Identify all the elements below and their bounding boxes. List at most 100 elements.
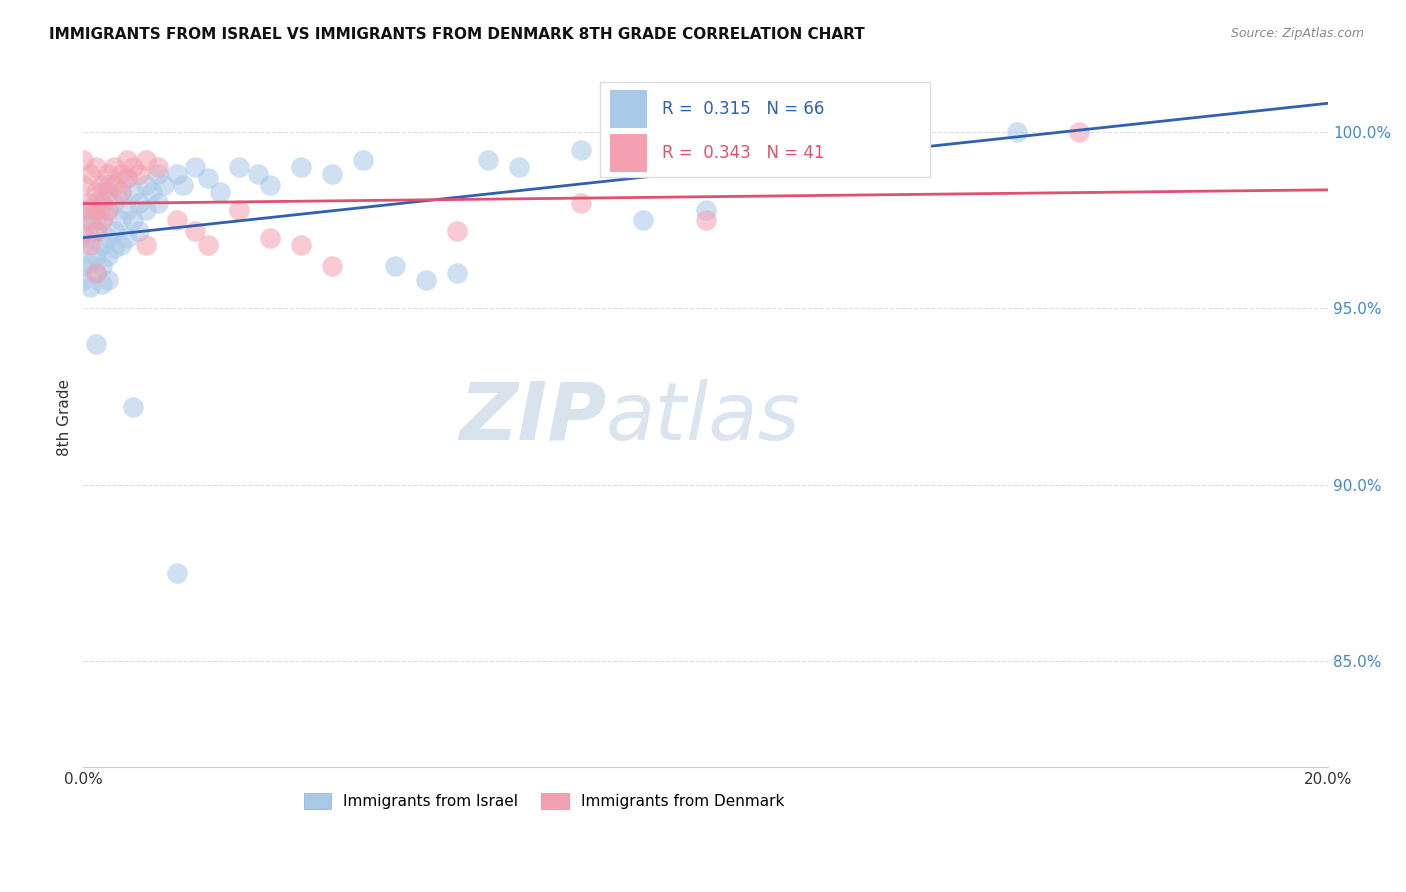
Point <box>197 170 219 185</box>
Point <box>756 136 779 150</box>
Point <box>352 153 374 168</box>
Point <box>72 213 94 227</box>
Point <box>84 161 107 175</box>
Point <box>146 168 169 182</box>
Point <box>446 224 468 238</box>
Point <box>91 259 114 273</box>
Text: R =  0.343   N = 41: R = 0.343 N = 41 <box>662 145 825 162</box>
Point <box>110 185 132 199</box>
Point <box>79 202 101 217</box>
Point <box>135 202 157 217</box>
Point <box>79 213 101 227</box>
Point <box>84 202 107 217</box>
Point <box>79 231 101 245</box>
Point <box>209 185 232 199</box>
Point <box>84 213 107 227</box>
Point <box>79 238 101 252</box>
Text: atlas: atlas <box>606 379 801 457</box>
Point <box>128 224 150 238</box>
Point <box>228 202 250 217</box>
Point <box>84 266 107 280</box>
Point <box>79 255 101 269</box>
Point <box>91 238 114 252</box>
Point <box>72 259 94 273</box>
Text: IMMIGRANTS FROM ISRAEL VS IMMIGRANTS FROM DENMARK 8TH GRADE CORRELATION CHART: IMMIGRANTS FROM ISRAEL VS IMMIGRANTS FRO… <box>49 27 865 42</box>
Y-axis label: 8th Grade: 8th Grade <box>58 379 72 457</box>
Point <box>146 195 169 210</box>
Point <box>97 273 120 287</box>
Text: R =  0.315   N = 66: R = 0.315 N = 66 <box>662 100 824 118</box>
FancyBboxPatch shape <box>600 82 929 177</box>
Point <box>321 168 343 182</box>
Point <box>72 273 94 287</box>
Point <box>110 213 132 227</box>
Point <box>84 336 107 351</box>
Point <box>72 202 94 217</box>
Point <box>103 242 125 256</box>
Point <box>103 178 125 192</box>
Point <box>115 202 138 217</box>
Point <box>695 213 717 227</box>
Point <box>172 178 194 192</box>
Point <box>197 238 219 252</box>
Point <box>72 153 94 168</box>
Point <box>384 259 406 273</box>
Point <box>1005 125 1028 139</box>
Point <box>122 401 145 415</box>
Point <box>91 178 114 192</box>
Legend: Immigrants from Israel, Immigrants from Denmark: Immigrants from Israel, Immigrants from … <box>298 788 790 815</box>
Point <box>103 224 125 238</box>
Point <box>695 202 717 217</box>
Point <box>166 168 188 182</box>
Point <box>110 238 132 252</box>
Point <box>115 170 138 185</box>
Point <box>321 259 343 273</box>
FancyBboxPatch shape <box>610 90 647 128</box>
Point <box>135 178 157 192</box>
Point <box>290 238 312 252</box>
Point <box>84 224 107 238</box>
Point <box>259 178 281 192</box>
Point <box>84 266 107 280</box>
Point <box>91 195 114 210</box>
Point <box>79 280 101 294</box>
Point <box>184 224 207 238</box>
Point <box>97 231 120 245</box>
FancyBboxPatch shape <box>610 134 647 172</box>
Point <box>103 161 125 175</box>
Point <box>97 248 120 262</box>
Point <box>122 213 145 227</box>
Point <box>84 195 107 210</box>
Point <box>184 161 207 175</box>
Point <box>569 143 592 157</box>
Text: Source: ZipAtlas.com: Source: ZipAtlas.com <box>1230 27 1364 40</box>
Point <box>246 168 269 182</box>
Point <box>115 153 138 168</box>
Point <box>91 213 114 227</box>
Point <box>91 213 114 227</box>
Point <box>415 273 437 287</box>
Text: ZIP: ZIP <box>458 379 606 457</box>
Point <box>228 161 250 175</box>
Point <box>97 202 120 217</box>
Point <box>141 185 163 199</box>
Point <box>128 168 150 182</box>
Point <box>115 231 138 245</box>
Point <box>79 168 101 182</box>
Point <box>259 231 281 245</box>
Point <box>146 161 169 175</box>
Point <box>97 202 120 217</box>
Point <box>97 178 120 192</box>
Point <box>84 248 107 262</box>
Point <box>153 178 176 192</box>
Point <box>569 195 592 210</box>
Point <box>122 185 145 199</box>
Point <box>508 161 530 175</box>
Point <box>91 185 114 199</box>
Point <box>91 277 114 291</box>
Point <box>166 566 188 581</box>
Point <box>103 195 125 210</box>
Point <box>72 227 94 242</box>
Point <box>72 178 94 192</box>
Point <box>477 153 499 168</box>
